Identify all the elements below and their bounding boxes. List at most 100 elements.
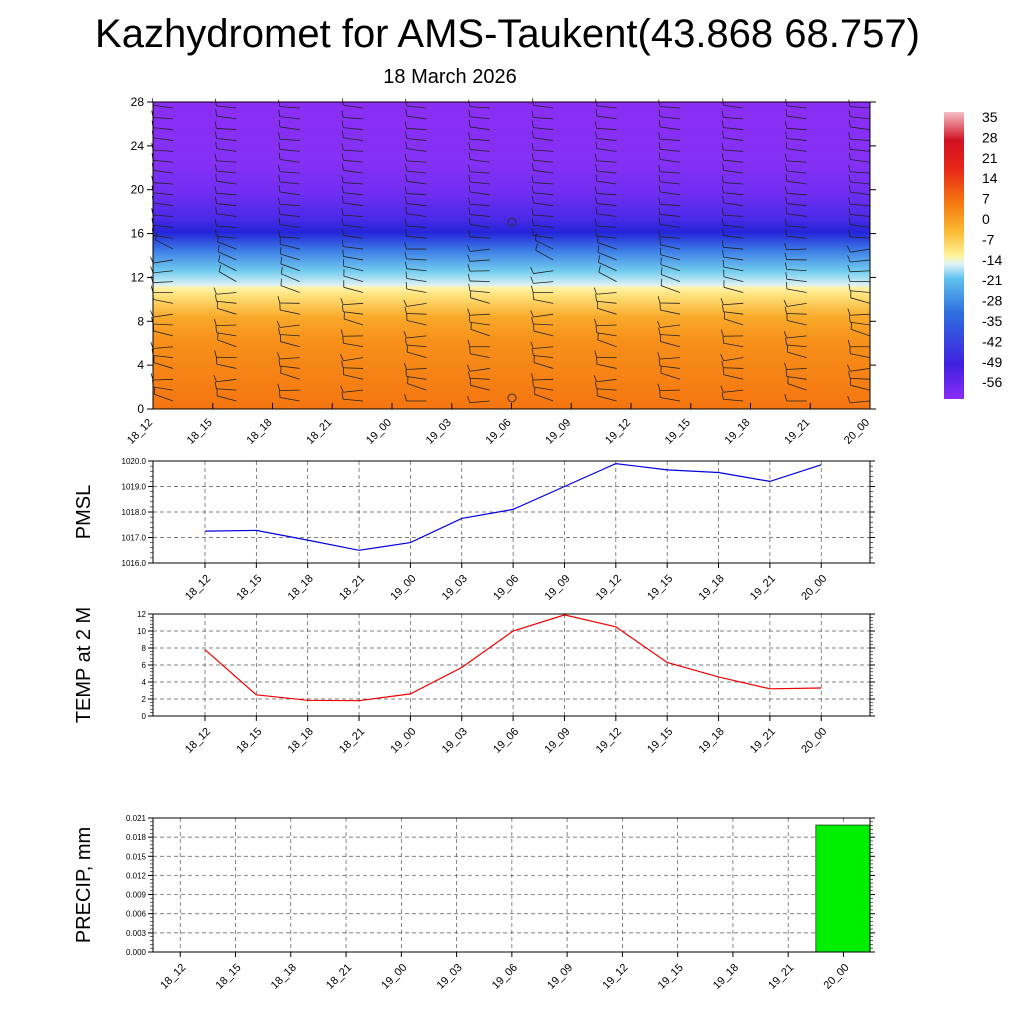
y-tick-label: 20 xyxy=(131,183,145,197)
wind-barb-flag xyxy=(595,206,598,214)
wind-barb-flag xyxy=(721,360,724,368)
wind-barb xyxy=(153,127,174,131)
wind-barb-flag xyxy=(466,364,471,372)
wind-barb-flag xyxy=(403,299,408,307)
wind-barb xyxy=(850,181,871,185)
wind-barb xyxy=(153,137,174,141)
wind-barb-flag xyxy=(785,369,788,377)
wind-barb xyxy=(659,138,680,141)
wind-barb xyxy=(469,191,490,196)
wind-barb xyxy=(723,302,744,306)
wind-barb-flag xyxy=(404,338,407,346)
wind-barb-flag xyxy=(593,375,598,382)
wind-barb-flag xyxy=(342,249,344,257)
wind-barb-flag xyxy=(214,350,217,358)
wind-barb xyxy=(723,224,744,228)
wind-barb-flag xyxy=(720,385,724,393)
wind-barb-flag xyxy=(405,229,407,237)
wind-barb-flag xyxy=(595,164,598,172)
wind-barb-flag xyxy=(340,385,344,393)
y-axis-label: TEMP at 2 M xyxy=(73,607,95,723)
wind-barb xyxy=(217,307,237,315)
wind-barb-flag xyxy=(848,152,851,160)
x-tick-label: 19_21 xyxy=(766,962,796,992)
wind-barb xyxy=(406,225,427,228)
wind-barb-flag xyxy=(468,283,471,291)
wind-barb xyxy=(153,323,174,326)
wind-barb-flag xyxy=(721,110,724,118)
wind-barb-flag xyxy=(848,371,851,379)
wind-barb-flag xyxy=(848,315,851,323)
wind-barb-flag xyxy=(657,383,661,391)
wind-barb-flag xyxy=(405,282,408,290)
wind-barb-flag xyxy=(342,195,344,203)
plot-frame xyxy=(152,460,871,564)
y-tick-label: 0.006 xyxy=(126,910,147,919)
wind-barb-flag xyxy=(342,228,344,236)
wind-barb-flag xyxy=(595,325,598,333)
wind-barb xyxy=(533,202,554,207)
wind-barb xyxy=(723,117,744,120)
wind-barb xyxy=(469,126,490,131)
wind-barb xyxy=(343,104,364,109)
wind-barb-flag xyxy=(532,195,534,203)
wind-barb xyxy=(596,213,617,217)
wind-barb xyxy=(786,268,807,272)
x-tick-label: 19_00 xyxy=(379,962,409,992)
wind-barb-flag xyxy=(467,308,471,316)
wind-barb xyxy=(723,357,744,362)
wind-barb-flag xyxy=(847,245,851,253)
wind-barb xyxy=(343,398,364,402)
wind-barb xyxy=(153,386,174,391)
wind-barb xyxy=(850,313,871,316)
wind-barb xyxy=(723,374,744,380)
wind-barb-flag xyxy=(341,239,344,247)
x-tick-label: 18_12 xyxy=(183,573,213,603)
colorbar-label: 14 xyxy=(982,170,998,186)
wind-barb xyxy=(533,270,554,274)
wind-barb-flag xyxy=(531,175,534,183)
wind-barb-flag xyxy=(342,336,344,344)
wind-barb xyxy=(533,330,554,337)
wind-barb xyxy=(786,127,807,131)
wind-barb xyxy=(533,299,554,304)
wind-barb xyxy=(153,299,174,304)
wind-barb xyxy=(469,248,490,252)
wind-barb xyxy=(469,290,490,293)
wind-barb-flag xyxy=(341,153,344,161)
wind-barb xyxy=(217,241,237,250)
wind-barb-flag xyxy=(785,141,788,149)
wind-barb-flag xyxy=(341,304,344,312)
wind-barb xyxy=(850,236,871,239)
x-tick-label: 20_00 xyxy=(821,962,851,992)
wind-barb xyxy=(850,400,871,404)
wind-barb xyxy=(660,372,681,380)
wind-barb xyxy=(850,368,871,372)
wind-barb xyxy=(597,242,617,250)
x-tick-label: 19_21 xyxy=(748,726,778,756)
wind-barb xyxy=(406,160,427,163)
wind-barb xyxy=(723,159,744,163)
wind-barb xyxy=(406,203,427,207)
wind-barb-flag xyxy=(721,153,724,161)
wind-barb xyxy=(723,367,744,369)
wind-barb xyxy=(533,362,554,369)
wind-barb xyxy=(596,378,617,383)
precip-bar xyxy=(815,824,871,953)
x-tick-label: 19_06 xyxy=(490,962,520,992)
y-tick-label: 12 xyxy=(131,270,145,284)
wind-barb xyxy=(469,214,490,217)
x-tick-label: 19_03 xyxy=(440,573,470,603)
wind-barb-flag xyxy=(722,163,724,171)
wind-barb-flag xyxy=(785,131,788,139)
wind-barb xyxy=(469,377,490,380)
calm-wind-marker xyxy=(507,393,517,403)
wind-barb xyxy=(723,104,744,109)
wind-barb xyxy=(596,363,617,369)
wind-barb xyxy=(279,138,300,141)
wind-barb-flag xyxy=(467,264,471,272)
wind-barb-flag xyxy=(468,315,471,323)
wind-barb-flag xyxy=(280,266,283,274)
wind-barb-flag xyxy=(531,185,534,193)
wind-barb xyxy=(723,214,744,217)
